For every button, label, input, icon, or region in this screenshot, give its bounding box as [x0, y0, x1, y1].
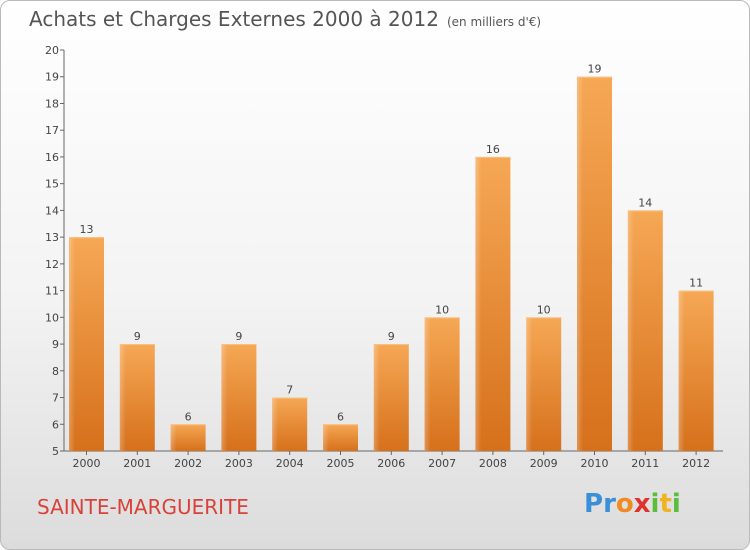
y-tick-label: 20	[45, 44, 59, 57]
y-tick-label: 13	[45, 231, 59, 244]
x-tick-label: 2007	[428, 457, 456, 470]
bar-highlight	[577, 76, 583, 451]
data-label: 6	[185, 410, 192, 423]
data-label: 11	[689, 277, 703, 290]
data-label: 6	[337, 410, 344, 423]
bar-highlight	[627, 210, 634, 451]
bar-highlight	[170, 424, 177, 451]
logo-letter: i	[671, 489, 681, 519]
x-tick-label: 2006	[377, 457, 405, 470]
data-label: 10	[537, 303, 551, 316]
logo-letter: P	[584, 489, 604, 519]
x-tick-label: 2003	[225, 457, 253, 470]
y-tick-label: 14	[45, 204, 59, 217]
bar-highlight	[475, 156, 482, 451]
x-tick-label: 2010	[581, 457, 609, 470]
y-tick-label: 12	[45, 258, 59, 271]
logo-letter: x	[633, 489, 651, 519]
y-tick-label: 7	[52, 392, 59, 405]
unit-label: (en milliers d'€)	[446, 15, 542, 29]
x-tick-label: 2000	[73, 457, 101, 470]
x-tick-label: 2002	[174, 457, 202, 470]
x-tick-label: 2011	[631, 457, 659, 470]
bar-highlight	[373, 344, 380, 451]
x-tick-label: 2008	[479, 457, 507, 470]
chart-title: Achats et Charges Externes 2000 à 2012 (e…	[29, 7, 541, 31]
bar-highlight	[272, 397, 279, 451]
data-label: 9	[235, 330, 242, 343]
bar-highlight	[323, 424, 329, 451]
axes: 5 6 7 8 9 10 11 12 13 14 15 16 17 18 19 20 2000 2001 2002 2…	[45, 44, 723, 470]
x-tick-label: 2001	[123, 457, 151, 470]
y-tick-label: 5	[52, 445, 59, 458]
y-tick-label: 17	[45, 124, 59, 137]
bar-highlight	[424, 317, 431, 451]
proxiti-logo: Proxiti	[584, 489, 681, 519]
bar-highlight	[221, 344, 228, 451]
x-tick-label: 2012	[682, 457, 710, 470]
logo-letter: r	[603, 489, 616, 519]
data-label: 10	[435, 303, 449, 316]
data-label: 16	[486, 143, 500, 156]
data-label: 19	[588, 63, 602, 76]
data-labels: 13 9 6 9 7 6 9 10 16 10 19 14 11	[80, 63, 704, 424]
data-label: 14	[638, 196, 652, 209]
x-tick-label: 2005	[327, 457, 355, 470]
bar-highlight	[119, 344, 126, 451]
y-tick-label: 11	[45, 285, 59, 298]
commune-name: SAINTE-MARGUERITE	[37, 495, 249, 519]
y-tick-label: 15	[45, 178, 59, 191]
x-tick-label: 2004	[276, 457, 304, 470]
y-tick-label: 19	[45, 71, 59, 84]
y-tick-label: 16	[45, 151, 59, 164]
data-label: 9	[134, 330, 141, 343]
y-tick-label: 18	[45, 97, 59, 110]
bar-highlight	[526, 317, 533, 451]
bar-highlight	[69, 237, 75, 451]
y-tick-label: 8	[52, 365, 59, 378]
logo-letter: o	[615, 489, 634, 519]
y-tick-label: 9	[52, 338, 59, 351]
chart-title-text: Achats et Charges Externes 2000 à 2012	[29, 7, 439, 31]
data-label: 9	[388, 330, 395, 343]
x-tick-label: 2009	[530, 457, 558, 470]
bars	[69, 76, 714, 451]
logo-letter: t	[659, 489, 672, 519]
logo-letter: i	[650, 489, 660, 519]
y-tick-label: 10	[45, 311, 59, 324]
data-label: 13	[80, 223, 94, 236]
data-label: 7	[286, 384, 293, 397]
y-tick-label: 6	[52, 418, 59, 431]
bar-highlight	[678, 290, 685, 451]
